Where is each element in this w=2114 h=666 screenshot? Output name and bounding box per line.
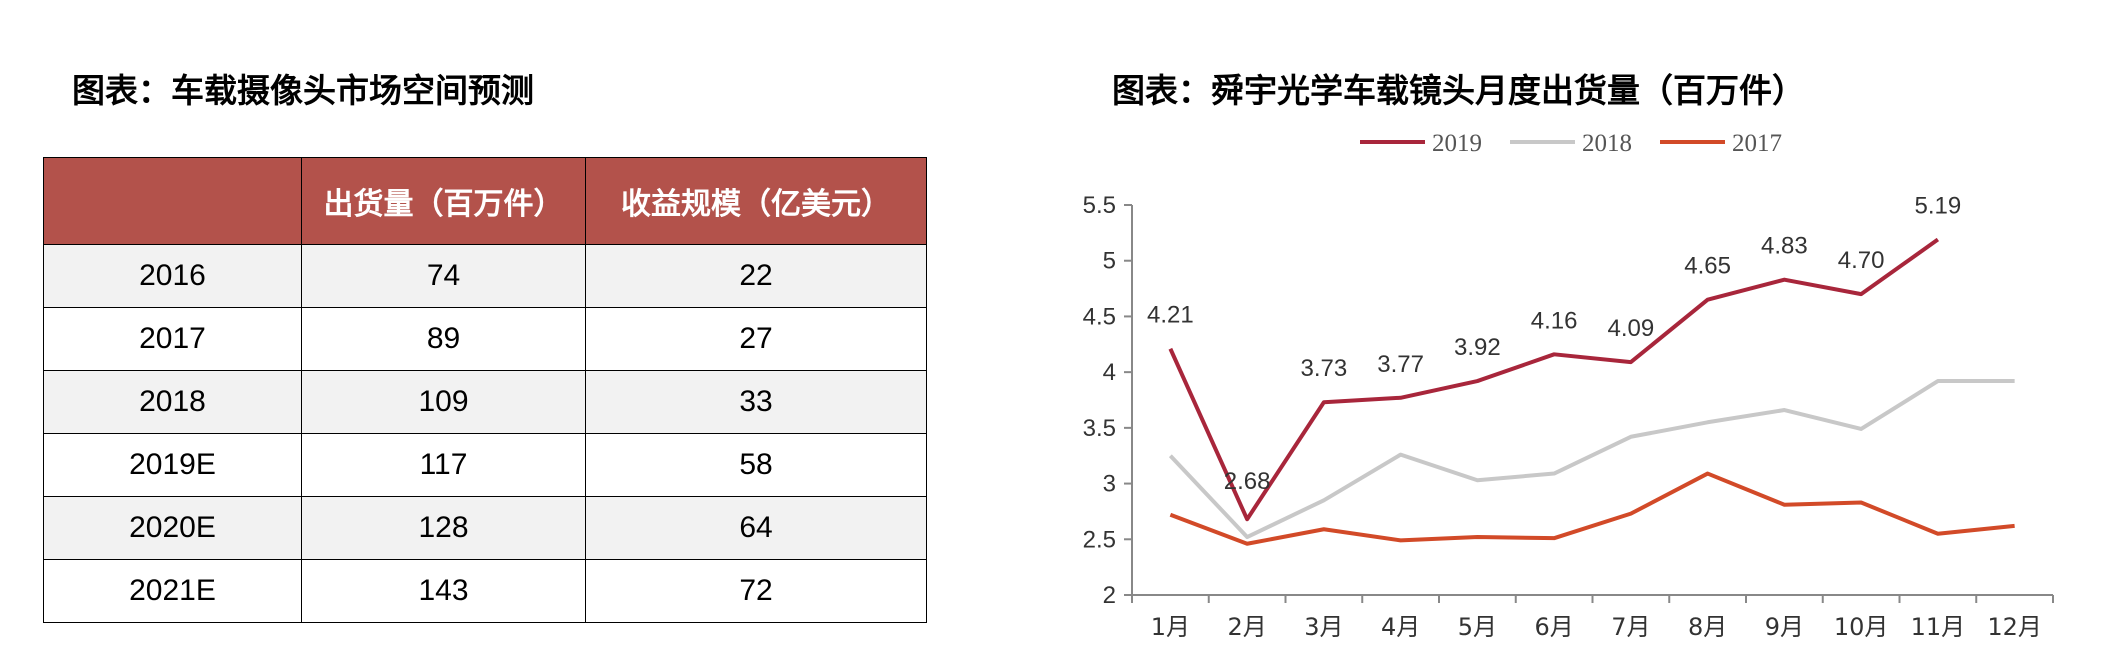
data-label-2019: 4.65: [1684, 253, 1731, 280]
x-tick-label: 8月: [1688, 613, 1727, 641]
forecast-table: 出货量（百万件） 收益规模（亿美元） 2016 74 22 2017 89 27…: [43, 157, 927, 623]
y-tick-label: 3: [1103, 471, 1116, 498]
table-row: 2021E 143 72: [43, 559, 927, 623]
cell-shipments: 128: [301, 496, 586, 560]
x-tick-label: 11月: [1911, 613, 1966, 641]
shipments-line-chart: 2 2.5 3 3.5 4 4.5 5 5.5 1月 2月 3月 4月 5月 6月 7月 8月 9月 10月 11月…: [1083, 130, 2054, 641]
cell-year: 2019E: [43, 433, 302, 497]
y-tick-label: 5: [1103, 248, 1116, 275]
table-header-row: 出货量（百万件） 收益规模（亿美元）: [43, 157, 927, 245]
table-row: 2020E 128 64: [43, 496, 927, 560]
table-row: 2019E 117 58: [43, 433, 927, 497]
chart-title: 图表：舜宇光学车载镜头月度出货量（百万件）: [1112, 71, 1805, 110]
cell-shipments: 74: [301, 244, 586, 308]
cell-revenue: 27: [585, 307, 927, 371]
series-line-2018: [1168, 379, 2015, 540]
table-row: 2017 89 27: [43, 307, 927, 371]
data-label-2019: 4.16: [1531, 307, 1578, 334]
y-tick-label: 4: [1103, 359, 1116, 386]
cell-shipments: 117: [301, 433, 586, 497]
data-label-2019: 2.68: [1224, 468, 1271, 495]
data-label-2019: 4.21: [1147, 302, 1194, 329]
series-line-2019: [1168, 237, 1940, 522]
y-tick-label: 2: [1103, 582, 1116, 609]
y-tick-label: 4.5: [1083, 303, 1116, 330]
cell-year: 2016: [43, 244, 302, 308]
cell-shipments: 89: [301, 307, 586, 371]
data-label-2019: 5.19: [1915, 193, 1962, 220]
y-tick-label: 2.5: [1083, 526, 1116, 553]
cell-year: 2020E: [43, 496, 302, 560]
cell-revenue: 72: [585, 559, 927, 623]
cell-shipments: 109: [301, 370, 586, 434]
x-tick-label: 5月: [1458, 613, 1497, 641]
data-label-2019: 4.83: [1761, 233, 1808, 260]
x-tick-label: 7月: [1611, 613, 1650, 641]
cell-revenue: 22: [585, 244, 927, 308]
x-tick-label: 6月: [1534, 613, 1573, 641]
header-year: [43, 157, 302, 245]
cell-revenue: 58: [585, 433, 927, 497]
table-row: 2018 109 33: [43, 370, 927, 434]
x-tick-label: 3月: [1304, 613, 1343, 641]
data-label-2019: 3.73: [1301, 355, 1348, 382]
cell-shipments: 143: [301, 559, 586, 623]
header-shipments: 出货量（百万件）: [301, 157, 586, 245]
y-tick-label: 5.5: [1083, 192, 1116, 219]
cell-revenue: 33: [585, 370, 927, 434]
cell-year: 2017: [43, 307, 302, 371]
x-tick-label: 4月: [1381, 613, 1420, 641]
legend-label-2019: 2019: [1432, 130, 1482, 157]
header-revenue: 收益规模（亿美元）: [585, 157, 927, 245]
cell-year: 2018: [43, 370, 302, 434]
data-label-2019: 4.70: [1838, 247, 1885, 274]
table-row: 2016 74 22: [43, 244, 927, 308]
data-label-2019: 3.92: [1454, 334, 1501, 361]
x-tick-label: 9月: [1765, 613, 1804, 641]
cell-revenue: 64: [585, 496, 927, 560]
legend-label-2017: 2017: [1732, 130, 1782, 157]
table-title: 图表：车载摄像头市场空间预测: [72, 71, 534, 110]
series-line-2017: [1169, 471, 2015, 546]
x-tick-label: 12月: [1987, 613, 2042, 641]
x-tick-label: 1月: [1151, 613, 1190, 641]
x-tick-label: 10月: [1834, 613, 1889, 641]
data-label-2019: 3.77: [1377, 351, 1424, 378]
cell-year: 2021E: [43, 559, 302, 623]
y-tick-label: 3.5: [1083, 415, 1116, 442]
legend-label-2018: 2018: [1582, 130, 1632, 157]
x-tick-label: 2月: [1227, 613, 1266, 641]
data-label-2019: 4.09: [1608, 315, 1655, 342]
